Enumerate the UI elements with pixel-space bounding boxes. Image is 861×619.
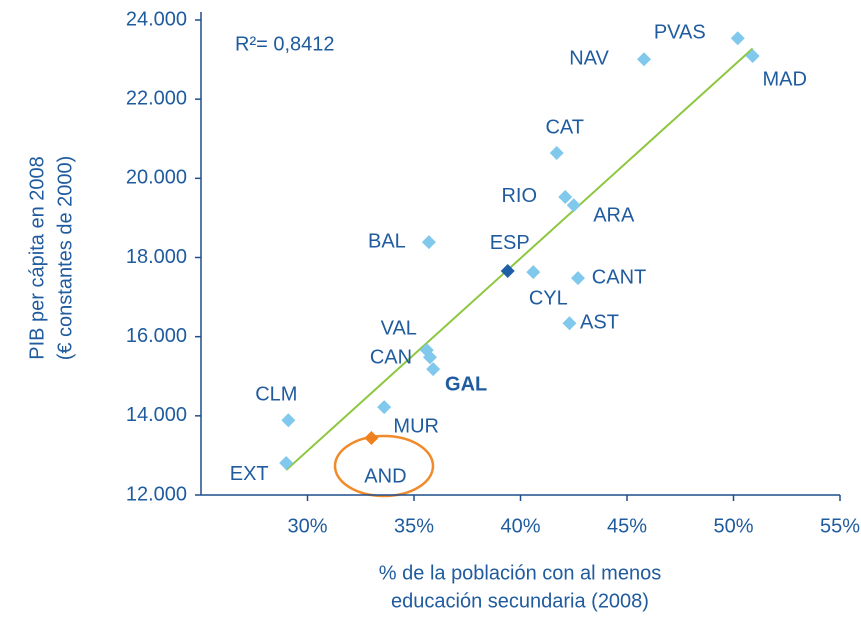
y-tick-label: 24.000: [126, 8, 187, 30]
point-label: EXT: [230, 463, 269, 485]
x-tick-label: 55%: [820, 515, 860, 537]
x-tick-label: 45%: [607, 515, 647, 537]
point: [730, 31, 745, 46]
point: [558, 189, 573, 204]
y-tick-label: 22.000: [126, 87, 187, 109]
point: [571, 271, 586, 286]
x-tick-label: 40%: [500, 515, 540, 537]
point-label: CAT: [545, 116, 584, 138]
y-axis-label: PIB per cápita en 2008: [26, 156, 48, 359]
point: [422, 350, 437, 365]
point-label: MUR: [393, 415, 439, 437]
point: [637, 52, 652, 67]
point-label: RIO: [501, 185, 537, 207]
y-tick-label: 16.000: [126, 325, 187, 347]
x-tick-label: 50%: [713, 515, 753, 537]
point-label: CYL: [529, 287, 568, 309]
point: [562, 316, 577, 331]
point-label: MAD: [762, 68, 806, 90]
point-label: CLM: [255, 383, 297, 405]
y-axis-label: (€ constantes de 2000): [54, 156, 76, 361]
point-label: ESP: [490, 232, 530, 254]
x-tick-label: 30%: [287, 515, 327, 537]
highlight-circle: [333, 434, 435, 498]
point-label: PVAS: [654, 21, 706, 43]
x-axis-label: % de la población con al menos: [379, 562, 661, 584]
y-tick-label: 12.000: [126, 483, 187, 505]
point-label: CANT: [592, 266, 646, 288]
x-axis-label: educación secundaria (2008): [391, 590, 649, 612]
point-label: GAL: [445, 373, 487, 395]
point-label: NAV: [569, 47, 609, 69]
point: [526, 265, 541, 280]
point: [549, 146, 564, 160]
point-label: BAL: [368, 230, 406, 252]
point-label: CAN: [370, 347, 412, 369]
point: [377, 400, 392, 415]
point: [281, 413, 296, 428]
point-label: AST: [580, 311, 619, 333]
point-label: ARA: [593, 205, 635, 227]
point: [426, 362, 441, 377]
point: [279, 455, 294, 470]
annotation: R²= 0,8412: [235, 33, 335, 55]
point: [745, 49, 760, 64]
x-tick-label: 35%: [394, 515, 434, 537]
point: [566, 198, 581, 213]
point-label: VAL: [381, 317, 417, 339]
y-tick-label: 18.000: [126, 246, 187, 268]
point: [500, 263, 515, 278]
y-tick-label: 14.000: [126, 404, 187, 426]
point: [364, 431, 379, 445]
point-label: AND: [364, 465, 406, 487]
trendline: [285, 47, 754, 471]
y-tick-label: 20.000: [126, 167, 187, 189]
point: [421, 235, 436, 250]
